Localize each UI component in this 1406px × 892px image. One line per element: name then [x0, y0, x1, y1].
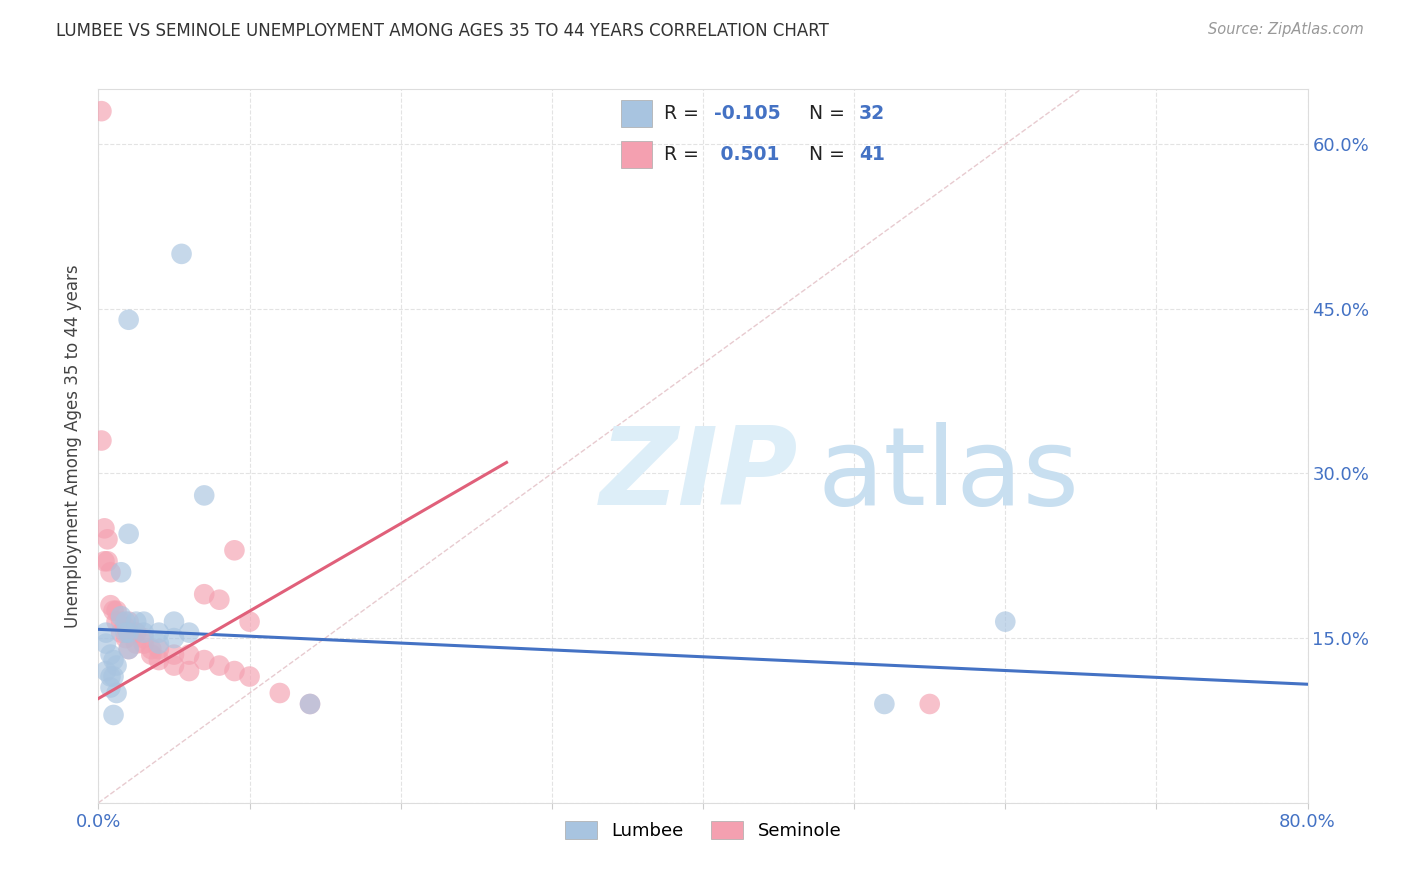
FancyBboxPatch shape: [621, 141, 652, 168]
Point: [148, 625, 170, 640]
Point: [118, 526, 141, 541]
Point: [118, 642, 141, 657]
Point: [239, 669, 262, 683]
Text: 32: 32: [859, 103, 886, 123]
Point: [110, 609, 132, 624]
Point: [148, 637, 170, 651]
Point: [94, 664, 117, 678]
Point: [132, 625, 155, 640]
Text: atlas: atlas: [818, 422, 1080, 527]
Point: [994, 615, 1017, 629]
Point: [110, 566, 132, 580]
Point: [163, 658, 186, 673]
Point: [105, 686, 128, 700]
Point: [110, 625, 132, 640]
Point: [873, 697, 896, 711]
Point: [103, 604, 125, 618]
Point: [90, 434, 112, 448]
Point: [110, 615, 132, 629]
Text: R =: R =: [664, 145, 704, 164]
Point: [100, 648, 122, 662]
Point: [193, 488, 215, 502]
Point: [96, 554, 118, 568]
Text: N =: N =: [797, 145, 851, 164]
Point: [132, 615, 155, 629]
Point: [163, 615, 186, 629]
Point: [132, 637, 155, 651]
Point: [114, 631, 136, 645]
Point: [141, 648, 163, 662]
Point: [224, 543, 246, 558]
Point: [193, 587, 215, 601]
Point: [179, 664, 201, 678]
Point: [299, 697, 322, 711]
Point: [208, 592, 231, 607]
Point: [163, 648, 186, 662]
Point: [208, 658, 231, 673]
Point: [125, 637, 148, 651]
Point: [118, 642, 141, 657]
Point: [141, 642, 163, 657]
Y-axis label: Unemployment Among Ages 35 to 44 years: Unemployment Among Ages 35 to 44 years: [65, 264, 83, 628]
Point: [118, 312, 141, 326]
Point: [90, 104, 112, 119]
Point: [105, 604, 128, 618]
Point: [100, 669, 122, 683]
Point: [125, 615, 148, 629]
Point: [103, 669, 125, 683]
Point: [114, 615, 136, 629]
Point: [918, 697, 941, 711]
Point: [93, 521, 115, 535]
Text: 41: 41: [859, 145, 884, 164]
Text: -0.105: -0.105: [714, 103, 780, 123]
Text: R =: R =: [664, 103, 704, 123]
Point: [100, 566, 122, 580]
Point: [163, 631, 186, 645]
Text: ZIP: ZIP: [600, 422, 799, 527]
Point: [114, 620, 136, 634]
Point: [179, 648, 201, 662]
Point: [94, 625, 117, 640]
Point: [148, 653, 170, 667]
Point: [132, 631, 155, 645]
Point: [103, 708, 125, 723]
Point: [148, 642, 170, 657]
Point: [105, 658, 128, 673]
Point: [224, 664, 246, 678]
Point: [105, 615, 128, 629]
Point: [114, 625, 136, 640]
FancyBboxPatch shape: [621, 100, 652, 127]
Point: [269, 686, 291, 700]
Point: [100, 598, 122, 612]
Point: [193, 653, 215, 667]
Legend: Lumbee, Seminole: Lumbee, Seminole: [557, 814, 849, 847]
Text: LUMBEE VS SEMINOLE UNEMPLOYMENT AMONG AGES 35 TO 44 YEARS CORRELATION CHART: LUMBEE VS SEMINOLE UNEMPLOYMENT AMONG AG…: [56, 22, 830, 40]
Text: Source: ZipAtlas.com: Source: ZipAtlas.com: [1208, 22, 1364, 37]
Point: [125, 625, 148, 640]
Point: [170, 247, 193, 261]
Point: [118, 625, 141, 640]
Text: 0.501: 0.501: [714, 145, 779, 164]
Point: [96, 533, 118, 547]
Point: [94, 637, 117, 651]
Text: N =: N =: [797, 103, 851, 123]
Point: [100, 681, 122, 695]
Point: [103, 653, 125, 667]
Point: [179, 625, 201, 640]
Point: [118, 625, 141, 640]
Point: [93, 554, 115, 568]
Point: [299, 697, 322, 711]
Point: [118, 615, 141, 629]
Point: [239, 615, 262, 629]
